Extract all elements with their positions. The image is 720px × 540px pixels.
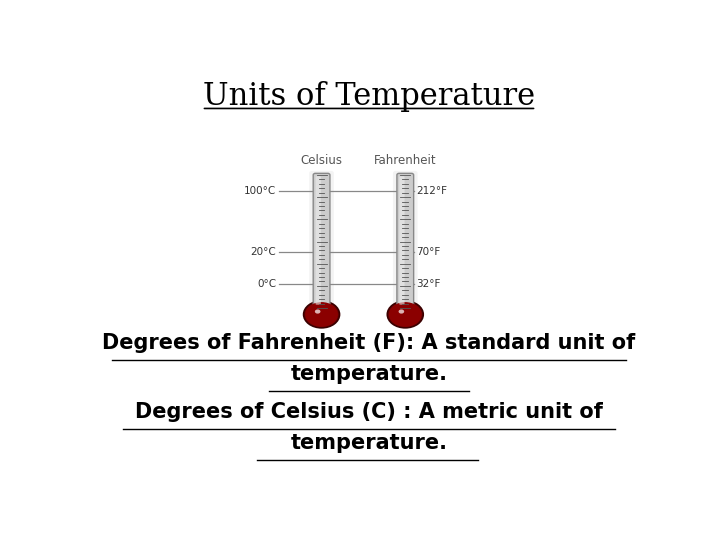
Text: 70°F: 70°F [416,247,440,257]
Circle shape [315,309,320,314]
Text: 20°C: 20°C [251,247,276,257]
Circle shape [304,301,340,328]
FancyBboxPatch shape [400,176,405,305]
Text: 100°C: 100°C [244,186,276,196]
Text: Celsius: Celsius [300,154,343,167]
Circle shape [387,301,423,328]
FancyBboxPatch shape [393,171,418,312]
Circle shape [399,309,404,314]
Circle shape [306,303,337,326]
Text: Degrees of Fahrenheit (F): A standard unit of: Degrees of Fahrenheit (F): A standard un… [102,333,636,353]
FancyBboxPatch shape [315,176,321,305]
Text: Degrees of Celsius (C) : A metric unit of: Degrees of Celsius (C) : A metric unit o… [135,402,603,422]
FancyBboxPatch shape [313,173,330,310]
Text: temperature.: temperature. [290,433,448,453]
Text: temperature.: temperature. [290,364,448,384]
Text: 212°F: 212°F [416,186,447,196]
FancyBboxPatch shape [310,171,334,312]
Circle shape [390,303,421,326]
Text: Units of Temperature: Units of Temperature [203,82,535,112]
Text: Fahrenheit: Fahrenheit [374,154,436,167]
FancyBboxPatch shape [397,173,413,310]
Text: 32°F: 32°F [416,279,440,289]
Text: 0°C: 0°C [257,279,276,289]
